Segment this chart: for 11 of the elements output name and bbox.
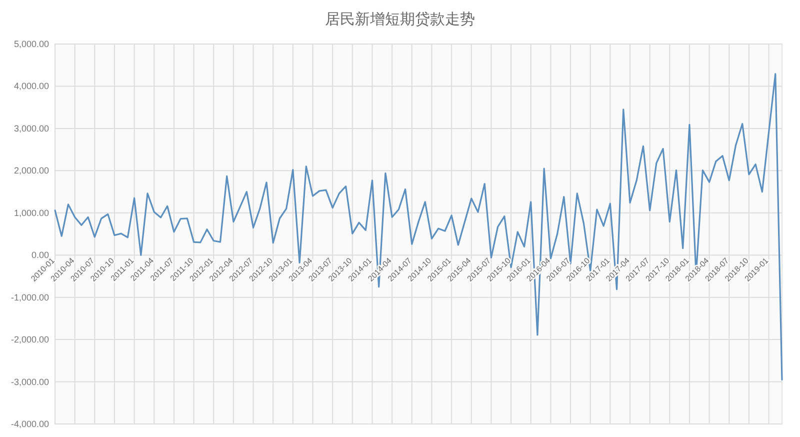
y-tick-label: -2,000.00	[10, 334, 49, 345]
y-tick-label: 0.00	[31, 250, 49, 260]
y-tick-label: 2,000.00	[14, 166, 49, 176]
y-tick-label: 4,000.00	[14, 81, 49, 92]
y-tick-label: -3,000.00	[10, 376, 49, 387]
y-tick-label: 1,000.00	[14, 208, 49, 218]
y-tick-label: 3,000.00	[14, 123, 49, 134]
y-tick-label: -1,000.00	[10, 292, 49, 302]
chart-title: 居民新增短期贷款走势	[325, 10, 475, 28]
y-tick-label: -4,000.00	[10, 419, 49, 429]
y-tick-label: 5,000.00	[14, 39, 49, 49]
